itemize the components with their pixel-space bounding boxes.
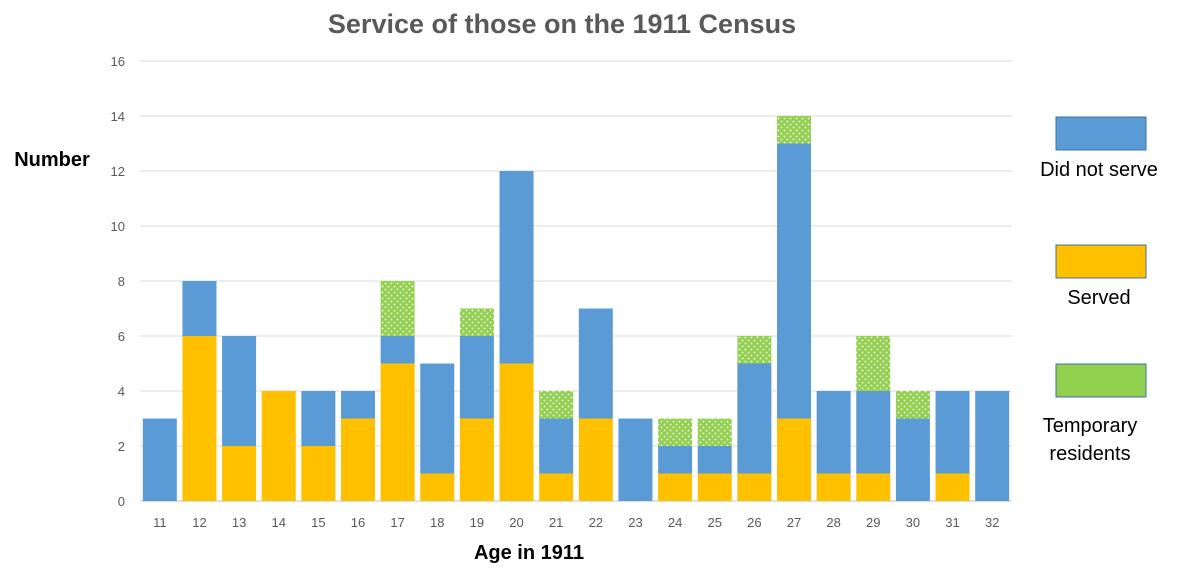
- bar-segment-served-12: [182, 336, 217, 501]
- bar-segment-did-not-serve-13: [222, 336, 257, 446]
- x-tick-label: 27: [787, 515, 801, 530]
- bar-segment-served-20: [499, 363, 534, 501]
- bar-segment-served-26: [737, 473, 772, 501]
- bar-segment-did-not-serve-31: [935, 391, 970, 474]
- chart-title: Service of those on the 1911 Census: [328, 9, 796, 39]
- bar-segment-served-13: [222, 446, 257, 501]
- y-tick-label: 16: [111, 54, 125, 69]
- bar-segment-served-21: [539, 473, 574, 501]
- x-tick-label: 20: [509, 515, 523, 530]
- x-tick-label: 24: [668, 515, 682, 530]
- legend-label: Temporary: [1043, 415, 1137, 437]
- bar-segment-did-not-serve-19: [459, 336, 494, 419]
- bar-segment-temporary-residents-21: [539, 391, 574, 419]
- y-axis-label: Number: [14, 149, 90, 171]
- bar-segment-temporary-residents-27: [777, 116, 811, 144]
- x-axis-label: Age in 1911: [474, 542, 584, 564]
- x-tick-label: 26: [747, 515, 761, 530]
- bar-segment-did-not-serve-15: [301, 391, 336, 446]
- bar-segment-did-not-serve-24: [658, 446, 693, 474]
- x-tick-label: 30: [906, 515, 920, 530]
- bar-segment-temporary-residents-26: [737, 336, 772, 364]
- legend-label: Served: [1067, 287, 1130, 309]
- bar-segment-temporary-residents-30: [895, 391, 930, 419]
- x-tick-label: 16: [351, 515, 365, 530]
- legend-item: Served: [1055, 244, 1147, 309]
- bar-segment-did-not-serve-16: [341, 391, 375, 419]
- bar-segment-served-24: [658, 473, 693, 501]
- x-tick-label: 29: [866, 515, 880, 530]
- legend-label: residents: [1049, 443, 1130, 465]
- bar-segment-served-25: [697, 473, 732, 501]
- bar-segment-did-not-serve-28: [816, 391, 851, 474]
- y-tick-label: 0: [118, 494, 125, 509]
- bar-segment-did-not-serve-21: [539, 418, 574, 474]
- bar-segment-did-not-serve-30: [895, 418, 930, 501]
- bar-segment-did-not-serve-12: [182, 281, 217, 336]
- y-tick-label: 12: [111, 164, 125, 179]
- bar-segment-did-not-serve-29: [856, 391, 891, 474]
- bar-segment-served-17: [380, 363, 415, 501]
- x-tick-label: 23: [628, 515, 642, 530]
- bar-segment-did-not-serve-22: [578, 308, 613, 419]
- bar-segment-served-19: [459, 418, 494, 501]
- legend-label: Did not serve: [1040, 159, 1158, 181]
- bar-segment-temporary-residents-17: [380, 281, 415, 336]
- bar-segment-did-not-serve-26: [737, 363, 772, 474]
- x-tick-label: 28: [826, 515, 840, 530]
- legend-swatch: [1055, 116, 1147, 151]
- bar-segment-did-not-serve-27: [777, 143, 811, 419]
- bar-segment-temporary-residents-29: [856, 336, 891, 391]
- bar-segment-did-not-serve-11: [142, 418, 177, 501]
- bar-segment-served-29: [856, 473, 891, 501]
- x-tick-label: 21: [549, 515, 563, 530]
- bar-segment-served-22: [578, 418, 613, 501]
- x-tick-label: 13: [232, 515, 246, 530]
- y-tick-label: 14: [111, 109, 125, 124]
- bar-segment-served-18: [420, 473, 455, 501]
- legend-swatch: [1055, 363, 1147, 398]
- x-tick-label: 25: [707, 515, 721, 530]
- x-tick-label: 17: [390, 515, 404, 530]
- x-tick-label: 12: [192, 515, 206, 530]
- x-tick-label: 22: [589, 515, 603, 530]
- bar-segment-did-not-serve-17: [380, 336, 415, 364]
- bar-segment-served-28: [816, 473, 851, 501]
- bar-segment-temporary-residents-24: [658, 418, 693, 446]
- bar-segment-temporary-residents-19: [459, 308, 494, 336]
- bar-segment-did-not-serve-23: [618, 418, 653, 501]
- legend-item: Did not serve: [1040, 116, 1158, 181]
- x-tick-label: 14: [271, 515, 285, 530]
- bar-segment-did-not-serve-18: [420, 363, 455, 474]
- bar-segment-did-not-serve-32: [975, 391, 1010, 501]
- x-tick-label: 15: [311, 515, 325, 530]
- bar-segment-did-not-serve-25: [697, 446, 732, 474]
- y-tick-label: 6: [118, 329, 125, 344]
- x-tick-label: 31: [945, 515, 959, 530]
- y-tick-label: 4: [118, 384, 125, 399]
- y-tick-label: 8: [118, 274, 125, 289]
- legend-item: Temporary residents: [1043, 363, 1147, 465]
- bar-segment-did-not-serve-20: [499, 171, 534, 364]
- bar-segment-served-14: [261, 391, 296, 501]
- y-tick-label: 2: [118, 439, 125, 454]
- legend-swatch: [1055, 244, 1147, 279]
- y-tick-label: 10: [111, 219, 125, 234]
- bar-segment-served-16: [341, 418, 375, 501]
- bar-segment-temporary-residents-25: [697, 418, 732, 446]
- bar-segment-served-15: [301, 446, 336, 501]
- x-tick-label: 32: [985, 515, 999, 530]
- bar-segment-served-31: [935, 473, 970, 501]
- x-tick-label: 11: [153, 515, 167, 530]
- bar-segment-served-27: [777, 418, 811, 501]
- x-tick-label: 19: [470, 515, 484, 530]
- x-tick-label: 18: [430, 515, 444, 530]
